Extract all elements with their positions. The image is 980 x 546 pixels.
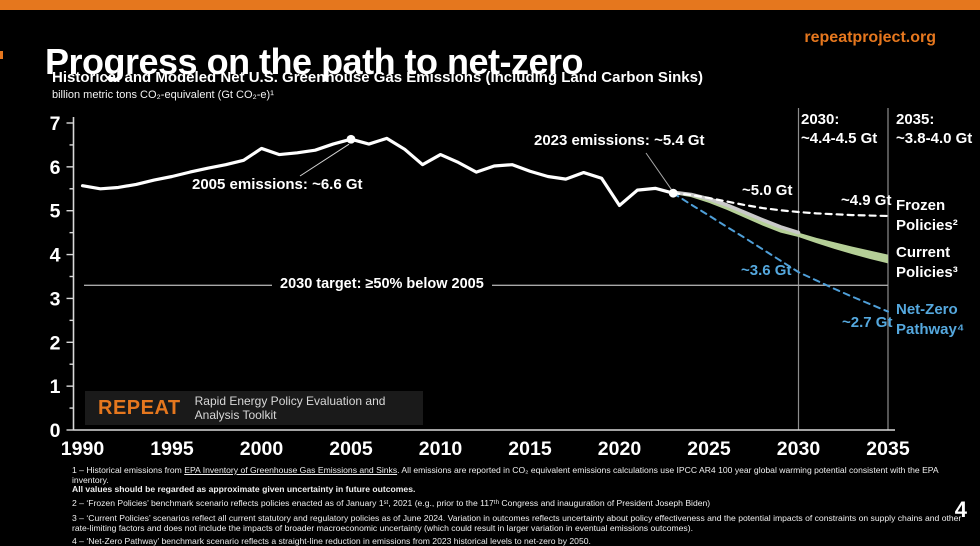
x-tick-label: 1995: [150, 438, 194, 460]
netzero-2030-value-label: ~3.6 Gt: [741, 262, 792, 279]
footnote-3: 3 – ‘Current Policies’ scenarios reflect…: [72, 512, 962, 533]
annotation-2030-year: 2030:: [801, 111, 840, 128]
repeat-logo: REPEAT Rapid Energy Policy Evaluation an…: [85, 391, 423, 425]
page-title: Progress on the path to net-zero: [45, 41, 584, 83]
footnote-2: 2 – ‘Frozen Policies’ benchmark scenario…: [72, 498, 711, 509]
annotation-2035-value: ~3.8-4.0 Gt: [896, 130, 973, 147]
footnotes: 1 – Historical emissions from EPA Invent…: [72, 465, 968, 546]
footnote-1-bold: All values should be regarded as approxi…: [72, 484, 416, 495]
x-tick-label: 1990: [61, 438, 105, 460]
callout-2005: [299, 143, 350, 177]
footnote-1-rest: . All emissions are reported in CO₂ equi…: [72, 465, 939, 485]
x-tick-label: 2000: [240, 438, 284, 460]
site-link[interactable]: repeatproject.org: [804, 29, 936, 46]
epa-inventory-link[interactable]: EPA Inventory of Greenhouse Gas Emission…: [184, 465, 398, 475]
callout-2023: [645, 152, 672, 190]
annotation-2030-range: 2030: ~4.4-4.5 Gt: [801, 110, 877, 148]
x-tick-label: 2025: [687, 438, 731, 460]
chart-title: Historical and Modeled Net U.S. Greenhou…: [52, 69, 703, 86]
y-tick-label: 1: [50, 376, 61, 398]
x-tick-label: 2030: [777, 438, 821, 460]
chart-units-note: billion metric tons CO₂-equivalent (Gt C…: [52, 89, 274, 101]
legend-frozen-policies: Frozen Policies²: [896, 197, 958, 234]
legend-current-policies: Current Policies³: [896, 244, 958, 281]
y-tick-label: 4: [50, 245, 61, 267]
legend-netzero-pathway: Net-Zero Pathway⁴: [896, 301, 965, 338]
footnote-1: 1 – Historical emissions from EPA Invent…: [72, 465, 968, 495]
repeat-logo-tagline: Rapid Energy Policy Evaluation and Analy…: [194, 394, 386, 422]
marker-2023: [668, 188, 678, 198]
y-tick-label: 2: [50, 332, 61, 354]
x-tick-label: 2020: [598, 438, 642, 460]
historical-line: [80, 136, 675, 208]
annotation-2035-year: 2035:: [896, 111, 935, 128]
annotation-2023-emissions: 2023 emissions: ~5.4 Gt: [534, 132, 705, 149]
frozen-2035-value-label: ~4.9 Gt: [841, 192, 892, 209]
netzero-2035-value-label: ~2.7 Gt: [842, 314, 893, 331]
frozen-2030-value-label: ~5.0 Gt: [742, 182, 793, 199]
page-number: 4: [954, 497, 967, 522]
x-tick-label: 2035: [866, 438, 910, 460]
top-accent-bar: [0, 0, 980, 10]
y-tick-label: 6: [50, 157, 61, 179]
annotation-2030-value: ~4.4-4.5 Gt: [801, 130, 878, 147]
annotation-2005-emissions: 2005 emissions: ~6.6 Gt: [192, 176, 363, 193]
repeat-logo-wordmark: REPEAT: [98, 396, 181, 419]
x-tick-label: 2010: [419, 438, 463, 460]
x-tick-label: 2005: [329, 438, 373, 460]
annotation-2035-range: 2035: ~3.8-4.0 Gt: [896, 110, 972, 148]
edge-accent-mark: [0, 51, 3, 59]
y-tick-label: 5: [50, 201, 61, 223]
y-tick-label: 3: [50, 288, 61, 310]
y-tick-label: 0: [50, 420, 61, 442]
marker-2005: [346, 134, 356, 144]
y-tick-label: 7: [50, 113, 61, 135]
target-line-label: 2030 target: ≥50% below 2005: [272, 276, 492, 292]
footnote-1-text: 1 – Historical emissions from: [72, 465, 185, 475]
net-zero-pathway-line: [672, 192, 889, 313]
footnote-4: 4 – ‘Net-Zero Pathway’ benchmark scenari…: [72, 536, 591, 546]
x-tick-label: 2015: [508, 438, 552, 460]
frozen-policies-line: [672, 192, 890, 218]
